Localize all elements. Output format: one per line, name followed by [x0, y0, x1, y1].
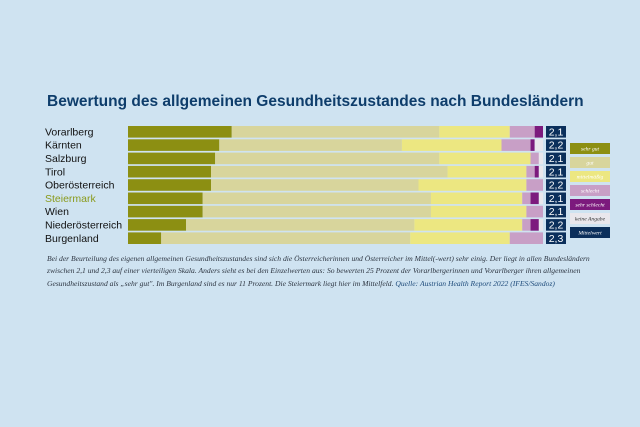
bar-salzburg-keine-angabe: [538, 152, 543, 165]
category-label-burgenland: Burgenland: [45, 233, 99, 245]
bar-kaernten-mittelmaessig: [401, 139, 502, 151]
bar-niederoesterreich-sehr-schlecht: [530, 219, 539, 231]
category-label-tirol: Tirol: [45, 166, 65, 178]
category-label-kaernten: Kärnten: [45, 140, 82, 152]
legend-swatch-mittelwert: [570, 227, 610, 238]
bar-tirol-sehr-schlecht: [534, 165, 539, 178]
bar-burgenland-mittelmaessig: [410, 232, 510, 244]
bar-steiermark-mittelmaessig: [430, 192, 523, 205]
bar-vorarlberg-sehr-gut: [128, 126, 232, 138]
legend-label-mittelmaessig: mittelmäßig: [577, 174, 604, 181]
mean-value-steiermark: 2,1: [549, 193, 564, 205]
bar-oberoesterreich-mittelmaessig: [418, 179, 527, 191]
bar-niederoesterreich-keine-angabe: [538, 219, 543, 231]
mean-value-vorarlberg: 2,1: [549, 126, 564, 138]
category-label-steiermark: Steiermark: [45, 193, 97, 205]
mean-value-wien: 2,1: [549, 206, 564, 218]
legend-label-schlecht: schlecht: [581, 189, 600, 195]
legend-label-sehr-gut: sehr gut: [581, 147, 600, 153]
bar-salzburg-mittelmaessig: [439, 152, 531, 165]
chart-caption: Bei der Beurteilung des eigenen allgemei…: [47, 253, 607, 290]
bar-steiermark-keine-angabe: [538, 192, 543, 205]
bar-wien-sehr-gut: [128, 205, 203, 218]
legend-swatch-gut: [570, 157, 610, 168]
bar-oberoesterreich-sehr-gut: [128, 179, 211, 191]
bar-salzburg-schlecht: [530, 152, 539, 165]
legend-label-mittelwert: Mittelwert: [577, 231, 602, 237]
mean-value-oberoesterreich: 2,2: [549, 180, 564, 192]
mean-box-oberoesterreich: [546, 179, 566, 191]
category-label-oberoesterreich: Oberösterreich: [45, 180, 115, 192]
bar-burgenland-schlecht: [509, 232, 543, 244]
bar-kaernten-sehr-schlecht: [530, 139, 535, 151]
bar-salzburg-sehr-gut: [128, 152, 216, 165]
bar-kaernten-gut: [219, 139, 402, 151]
bar-burgenland-gut: [161, 232, 411, 244]
bars-layer: [128, 126, 543, 244]
bar-vorarlberg-mittelmaessig: [439, 126, 510, 138]
bar-steiermark-schlecht: [522, 192, 531, 205]
caption-text: Bei der Beurteilung des eigenen allgemei…: [47, 254, 590, 288]
bar-tirol-gut: [211, 165, 448, 178]
mean-value-burgenland: 2,3: [549, 233, 564, 245]
mean-box-salzburg: [546, 152, 566, 165]
category-label-salzburg: Salzburg: [45, 153, 87, 165]
legend-label-sehr-schlecht: sehr schlecht: [575, 203, 605, 209]
legend-label-gut: gut: [586, 161, 594, 167]
bar-niederoesterreich-sehr-gut: [128, 219, 187, 231]
legend-swatch-schlecht: [570, 185, 610, 196]
legend-swatch-sehr-gut: [570, 143, 610, 154]
legend-swatch-mittelmaessig: [570, 171, 610, 182]
legend-swatch-keine-angabe: [570, 213, 610, 224]
bar-steiermark-sehr-gut: [128, 192, 203, 205]
bar-wien-mittelmaessig: [430, 205, 527, 218]
bar-vorarlberg-gut: [231, 126, 440, 138]
caption-source: Quelle: Austrian Health Report 2022 (IFE…: [395, 278, 555, 288]
bar-wien-schlecht: [526, 205, 543, 218]
legend: sehr gut gut mittelmäßig schlecht sehr schle…: [570, 143, 610, 238]
mean-box-burgenland: [546, 232, 566, 244]
bar-niederoesterreich-gut: [186, 219, 415, 231]
category-label-wien: Wien: [45, 206, 69, 218]
mean-value-tirol: 2,1: [549, 166, 564, 178]
mean-box-kaernten: [546, 139, 566, 151]
bar-salzburg-gut: [215, 152, 440, 165]
bar-kaernten-sehr-gut: [128, 139, 220, 151]
bar-vorarlberg-schlecht: [509, 126, 535, 138]
legend-swatch-sehr-schlecht: [570, 199, 610, 210]
mean-box-niederoesterreich: [546, 219, 566, 231]
mean-box-vorarlberg: [546, 126, 566, 138]
mean-value-niederoesterreich: 2,2: [549, 220, 564, 232]
bar-kaernten-schlecht: [501, 139, 531, 151]
bar-tirol-keine-angabe: [538, 165, 543, 178]
bar-kaernten-keine-angabe: [534, 139, 543, 151]
mean-value-kaernten: 2,2: [549, 140, 564, 152]
chart-title: Bewertung des allgemeinen Gesundheitszus…: [47, 93, 584, 110]
category-label-niederoesterreich: Niederösterreich: [45, 220, 122, 232]
bar-steiermark-gut: [202, 192, 431, 205]
bar-wien-gut: [202, 205, 431, 218]
mean-box-steiermark: [546, 192, 566, 205]
bar-tirol-mittelmaessig: [447, 165, 527, 178]
bar-niederoesterreich-mittelmaessig: [414, 219, 523, 231]
category-label-vorarlberg: Vorarlberg: [45, 126, 94, 138]
bar-steiermark-sehr-schlecht: [530, 192, 539, 205]
legend-label-keine-angabe: keine Angabe: [575, 217, 606, 223]
mean-box-tirol: [546, 165, 566, 178]
bar-oberoesterreich-schlecht: [526, 179, 543, 191]
bar-oberoesterreich-gut: [211, 179, 419, 191]
bar-vorarlberg-sehr-schlecht: [534, 126, 543, 138]
bar-burgenland-sehr-gut: [128, 232, 162, 244]
mean-value-salzburg: 2,1: [549, 153, 564, 165]
bar-tirol-sehr-gut: [128, 165, 211, 178]
bar-tirol-schlecht: [526, 165, 535, 178]
mean-box-wien: [546, 205, 566, 218]
bar-niederoesterreich-schlecht: [522, 219, 531, 231]
mean-values: 2,12,22,12,12,22,12,12,22,3: [546, 126, 566, 245]
